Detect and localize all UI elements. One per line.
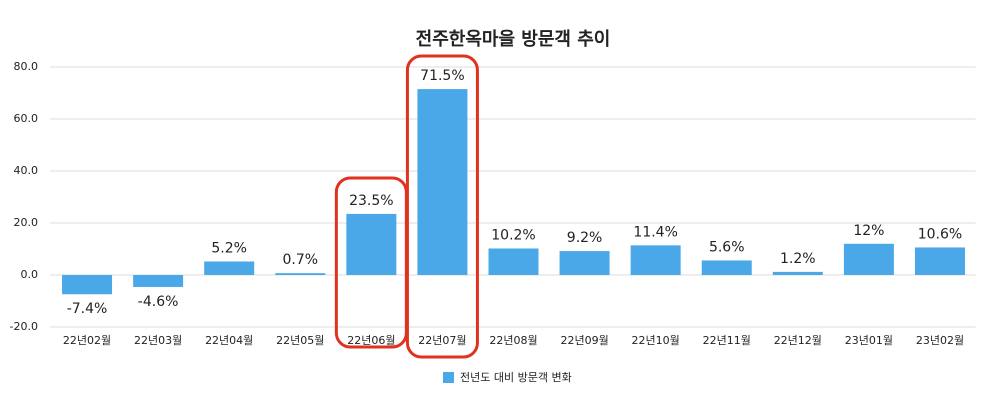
y-tick-label: 60.0 — [14, 112, 39, 125]
y-tick-label: 20.0 — [14, 216, 39, 229]
y-tick-label: 40.0 — [14, 164, 39, 177]
bar — [417, 89, 468, 275]
value-label: 10.2% — [491, 227, 535, 243]
x-tick-label: 22년08월 — [489, 334, 537, 347]
bar — [701, 260, 752, 275]
legend-label: 전년도 대비 방문객 변화 — [460, 371, 572, 384]
bar — [346, 213, 397, 275]
bar — [559, 251, 610, 275]
value-label: 1.2% — [780, 251, 816, 267]
x-tick-label: 22년05월 — [276, 334, 324, 347]
value-label: 71.5% — [420, 68, 464, 84]
x-tick-label: 22년04월 — [205, 334, 253, 347]
x-tick-label: 22년10월 — [632, 334, 680, 347]
bar — [62, 275, 113, 295]
value-label: 23.5% — [349, 193, 393, 209]
bar — [630, 245, 681, 275]
value-label: -4.6% — [138, 294, 179, 310]
value-label: 0.7% — [282, 252, 318, 268]
y-tick-label: 80.0 — [14, 60, 39, 73]
x-tick-label: 22년11월 — [703, 334, 751, 347]
highlight-box — [405, 54, 479, 359]
value-label: 11.4% — [633, 224, 677, 240]
bar — [488, 248, 539, 275]
y-tick-label: -20.0 — [10, 320, 38, 333]
bar — [843, 243, 894, 275]
x-tick-label: 22년12월 — [774, 334, 822, 347]
x-tick-label: 22년07월 — [418, 334, 466, 347]
value-label: 9.2% — [567, 230, 603, 246]
y-tick-label: 0.0 — [21, 268, 39, 281]
value-label: 5.2% — [211, 240, 247, 256]
x-tick-label: 22년02월 — [63, 334, 111, 347]
x-tick-label: 22년09월 — [560, 334, 608, 347]
bar — [914, 247, 965, 275]
value-label: 12% — [853, 223, 884, 239]
value-label: 10.6% — [918, 226, 962, 242]
value-label: 5.6% — [709, 239, 745, 255]
x-tick-label: 22년03월 — [134, 334, 182, 347]
bar — [275, 273, 326, 275]
x-tick-label: 23년02월 — [916, 334, 964, 347]
legend-swatch — [443, 372, 454, 383]
chart-title: 전주한옥마을 방문객 추이 — [416, 29, 611, 50]
x-tick-label: 23년01월 — [845, 334, 893, 347]
bar — [772, 271, 823, 275]
bar — [204, 261, 255, 275]
x-tick-label: 22년06월 — [347, 334, 395, 347]
bar — [133, 275, 184, 287]
value-label: -7.4% — [67, 301, 108, 317]
